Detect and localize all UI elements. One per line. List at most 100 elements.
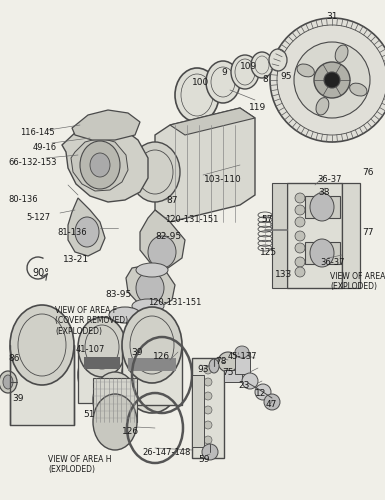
Ellipse shape [295,193,305,203]
Bar [305,196,340,218]
Text: 31: 31 [326,12,338,21]
Text: 41-107: 41-107 [76,345,105,354]
Text: 120-131-151: 120-131-151 [148,298,201,307]
Bar [84,357,120,369]
Ellipse shape [93,372,137,428]
Text: 125: 125 [260,248,277,257]
Ellipse shape [122,307,182,383]
Ellipse shape [122,337,182,413]
Text: 59: 59 [198,455,209,464]
Bar [272,183,287,288]
Ellipse shape [235,346,249,358]
Text: 57: 57 [261,215,273,224]
Ellipse shape [204,366,212,374]
Ellipse shape [314,62,350,98]
Bar [10,345,74,425]
Text: 126: 126 [153,352,170,361]
Polygon shape [68,198,105,256]
Bar [192,375,204,447]
Text: 45-137: 45-137 [228,352,258,361]
Ellipse shape [295,217,305,227]
Text: 12: 12 [255,389,266,398]
Polygon shape [62,125,148,202]
Bar [78,347,126,403]
Polygon shape [71,138,128,191]
Text: VIEW OF AREA G
(EXPLODED): VIEW OF AREA G (EXPLODED) [330,272,385,291]
Ellipse shape [204,406,212,414]
Text: 116-145: 116-145 [20,128,55,137]
Polygon shape [126,265,175,308]
Text: 39: 39 [131,348,142,357]
Ellipse shape [206,61,240,103]
Bar [224,370,242,382]
Ellipse shape [270,18,385,142]
Text: 120-131-151: 120-131-151 [165,215,218,224]
Text: 51: 51 [83,410,94,419]
Text: 82-95: 82-95 [155,232,181,241]
Text: 38: 38 [318,188,330,197]
Ellipse shape [269,49,287,71]
Ellipse shape [132,299,164,313]
Ellipse shape [295,267,305,277]
Ellipse shape [204,378,212,386]
Text: 78: 78 [215,357,226,366]
Text: 80-136: 80-136 [8,195,38,204]
Ellipse shape [335,45,348,62]
Text: 103-110: 103-110 [204,175,242,184]
Text: 77: 77 [362,228,373,237]
Ellipse shape [316,98,329,115]
Ellipse shape [218,352,238,372]
Ellipse shape [209,359,219,373]
Text: 49-16: 49-16 [33,143,57,152]
Ellipse shape [90,153,110,177]
Ellipse shape [324,72,340,88]
Text: 75: 75 [222,368,233,377]
Text: 66-132-153: 66-132-153 [8,158,57,167]
Ellipse shape [264,394,280,410]
Text: 95: 95 [280,72,291,81]
Ellipse shape [148,236,176,268]
Ellipse shape [3,375,13,389]
Text: 36-37: 36-37 [317,175,341,184]
Text: 93: 93 [197,365,209,374]
Ellipse shape [295,205,305,215]
Ellipse shape [242,373,258,389]
Ellipse shape [204,392,212,400]
Ellipse shape [295,257,305,267]
Text: 36-37: 36-37 [320,258,345,267]
Ellipse shape [350,83,367,96]
Text: 9: 9 [221,68,227,77]
Ellipse shape [75,217,99,247]
Text: 133: 133 [275,270,292,279]
Ellipse shape [80,141,120,189]
Ellipse shape [251,52,273,78]
Text: 76: 76 [362,168,373,177]
Ellipse shape [297,64,315,77]
Bar [192,358,224,458]
Ellipse shape [310,239,334,267]
Ellipse shape [231,55,259,89]
Ellipse shape [78,345,126,405]
Ellipse shape [78,317,126,377]
Text: 90°: 90° [32,268,49,278]
Ellipse shape [0,371,17,393]
Bar [122,345,182,405]
Text: 100: 100 [192,78,209,87]
Ellipse shape [136,263,168,277]
Text: VIEW OF AREA F
(COVER REMOVED)
(EXPLODED): VIEW OF AREA F (COVER REMOVED) (EXPLODED… [55,306,128,336]
Text: 109: 109 [240,62,257,71]
Text: 23: 23 [238,381,249,390]
Text: 26-147-148: 26-147-148 [142,448,190,457]
Polygon shape [170,108,255,135]
Text: 126: 126 [122,427,139,436]
Ellipse shape [295,243,305,253]
Polygon shape [72,110,140,140]
Ellipse shape [130,142,180,202]
Ellipse shape [10,305,74,385]
Text: 47: 47 [266,400,277,409]
Text: 86: 86 [8,354,20,363]
Text: 83-95: 83-95 [105,290,131,299]
Text: 8: 8 [262,75,268,84]
Ellipse shape [204,421,212,429]
Ellipse shape [294,42,370,118]
